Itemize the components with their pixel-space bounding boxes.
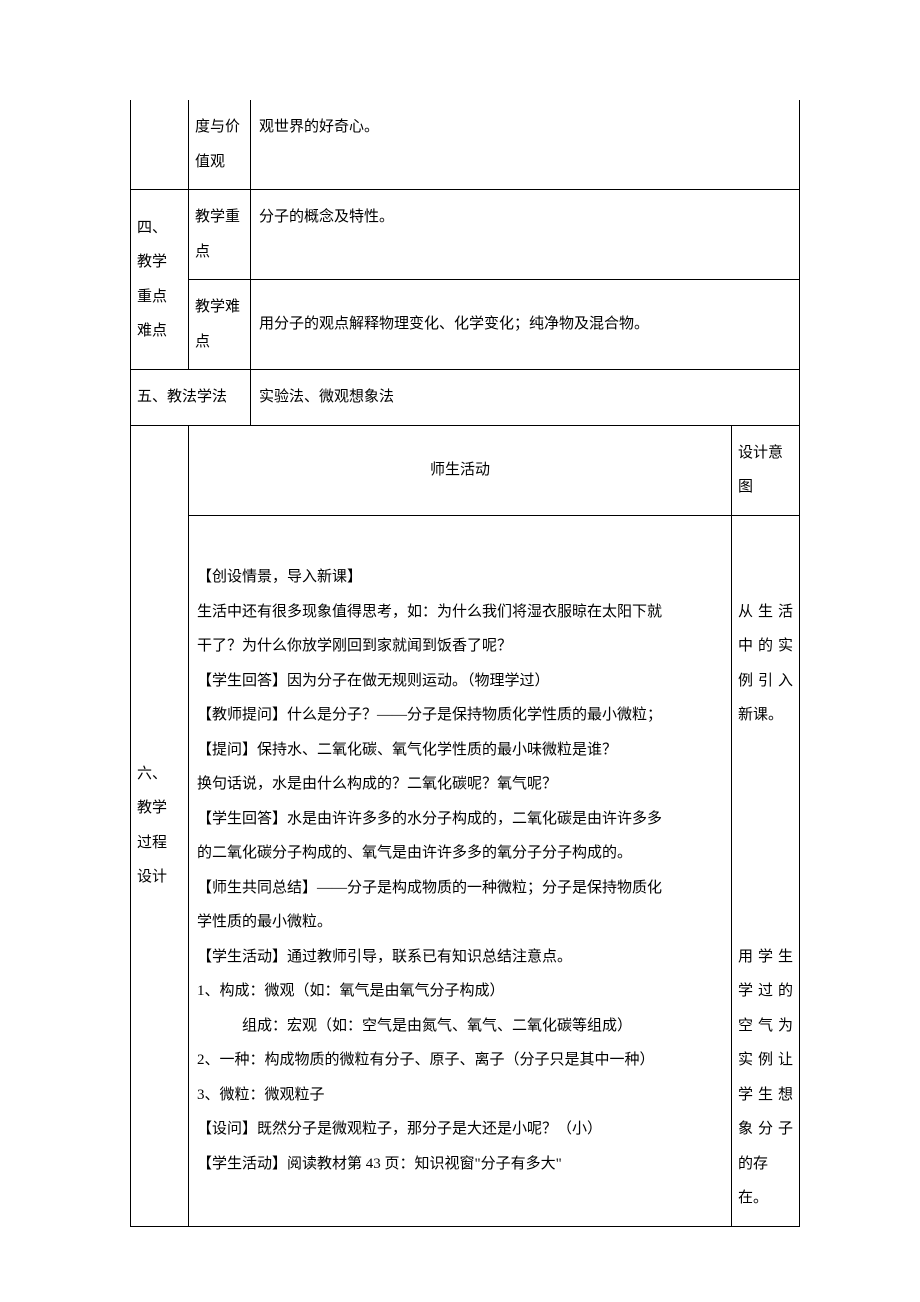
section6-right-line: 实例让 [738, 1043, 793, 1078]
section6-body-line [197, 526, 723, 561]
section6-right-line [738, 802, 793, 837]
section6-right-line: 用学生 [738, 940, 793, 975]
section6-body-line: 【学生回答】水是由许许多多的水分子构成的，二氧化碳是由许许多多 [197, 802, 723, 837]
section4-key-label: 教学重 点 [189, 190, 251, 280]
section6-right-line [738, 560, 793, 595]
section6-right-cell: 从生活中的实例引入新课。 用学生学过的空气为实例让学生想象分子的存在。 [731, 515, 799, 1226]
section6-right-line: 学生想 [738, 1078, 793, 1113]
section6-right-line: 象分子 [738, 1112, 793, 1147]
section6-right-line [738, 905, 793, 940]
section4-label-line4: 难点 [137, 323, 167, 339]
section6-right-line: 空气为 [738, 1009, 793, 1044]
section4-diff-label-line1: 教学难 [195, 299, 240, 315]
section6-body-line: 换句话说，水是由什么构成的？二氧化碳呢？氧气呢？ [197, 767, 723, 802]
row1-content: 观世界的好奇心。 [251, 100, 800, 190]
section5-content: 实验法、微观想象法 [259, 389, 394, 405]
section4-label-line2: 教学 [137, 254, 167, 270]
section6-label-line4: 设计 [137, 869, 167, 885]
section6-right-line: 新课。 [738, 698, 793, 733]
section4-key-content-cell: 分子的概念及特性。 [251, 190, 800, 280]
section5-label-cell: 五、教法学法 [131, 370, 251, 426]
section6-body-line: 学性质的最小微粒。 [197, 905, 723, 940]
row1-col2-line1: 度与价 [195, 119, 240, 135]
section6-body-line: 组成：宏观（如：空气是由氮气、氧气、二氧化碳等组成） [197, 1009, 723, 1044]
document-page: 度与价 值观 观世界的好奇心。 四、 教学 重点 难点 教学重 点 分子的概念及… [0, 0, 920, 1302]
section6-body-line: 【学生回答】因为分子在做无规则运动。（物理学过） [197, 664, 723, 699]
section6-header-mid-cell: 师生活动 [189, 425, 732, 515]
section6-body-line: 生活中还有很多现象值得思考，如：为什么我们将湿衣服晾在太阳下就 [197, 595, 723, 630]
section6-header-right-cell: 设计意 图 [731, 425, 799, 515]
section6-right-line [738, 871, 793, 906]
section4-diff-label: 教学难 点 [189, 280, 251, 370]
section6-body-line: 3、微粒：微观粒子 [197, 1078, 723, 1113]
section6-body-line: 【教师提问】什么是分子？——分子是保持物质化学性质的最小微粒； [197, 698, 723, 733]
section4-diff-label-line2: 点 [195, 334, 210, 350]
section6-body-line: 【学生活动】通过教师引导，联系已有知识总结注意点。 [197, 940, 723, 975]
section6-right-container: 从生活中的实例引入新课。 用学生学过的空气为实例让学生想象分子的存在。 [738, 526, 793, 1216]
row1-col2-line2: 值观 [195, 154, 225, 170]
section4-key-label-line1: 教学重 [195, 209, 240, 225]
section6-right-line [738, 836, 793, 871]
section6-right-line [738, 767, 793, 802]
section6-body-line: 的二氧化碳分子构成的、氧气是由许许多多的氧分子分子构成的。 [197, 836, 723, 871]
section6-body-line: 【创设情景，导入新课】 [197, 560, 723, 595]
row1-col1-empty [131, 100, 189, 190]
section4-label-line3: 重点 [137, 289, 167, 305]
section6-label-line2: 教学 [137, 800, 167, 816]
section6-right-line [738, 526, 793, 561]
section6-header-right-line2: 图 [738, 479, 753, 495]
section6-right-line: 学过的 [738, 974, 793, 1009]
section6-body-line: 干了？为什么你放学刚回到家就闻到饭香了呢？ [197, 629, 723, 664]
section5-label: 五、教法学法 [137, 389, 227, 405]
section6-right-line: 从生活 [738, 595, 793, 630]
section6-body-line: 【提问】保持水、二氧化碳、氧气化学性质的最小味微粒是谁？ [197, 733, 723, 768]
row1-col2-label: 度与价 值观 [189, 100, 251, 190]
section4-diff-content: 用分子的观点解释物理变化、化学变化；纯净物及混合物。 [259, 316, 649, 332]
section6-body-container: 【创设情景，导入新课】生活中还有很多现象值得思考，如：为什么我们将湿衣服晾在太阳… [197, 526, 723, 1182]
section6-body-line: 2、一种：构成物质的微粒有分子、原子、离子（分子只是其中一种） [197, 1043, 723, 1078]
section4-label-line1: 四、 [137, 220, 167, 236]
section6-right-line: 的存在。 [738, 1147, 793, 1216]
section6-header-right-line1: 设计意 [738, 445, 783, 461]
section6-header-mid: 师生活动 [430, 462, 490, 478]
row1-content-text: 观世界的好奇心。 [259, 119, 379, 135]
section4-label: 四、 教学 重点 难点 [131, 190, 189, 370]
section6-right-line [738, 733, 793, 768]
section6-right-line: 例引入 [738, 664, 793, 699]
section6-body-line: 1、构成：微观（如：氧气是由氧气分子构成） [197, 974, 723, 1009]
section6-body-line: 【设问】既然分子是微观粒子，那分子是大还是小呢？（小） [197, 1112, 723, 1147]
section4-key-content: 分子的概念及特性。 [259, 209, 394, 225]
section6-body-line: 【师生共同总结】——分子是构成物质的一种微粒；分子是保持物质化 [197, 871, 723, 906]
section6-body-line: 【学生活动】阅读教材第 43 页：知识视窗"分子有多大" [197, 1147, 723, 1182]
section6-label-line1: 六、 [137, 766, 167, 782]
section6-body-cell: 【创设情景，导入新课】生活中还有很多现象值得思考，如：为什么我们将湿衣服晾在太阳… [189, 515, 732, 1226]
section6-label: 六、 教学 过程 设计 [131, 425, 189, 1226]
section6-label-line3: 过程 [137, 835, 167, 851]
section6-right-line: 中的实 [738, 629, 793, 664]
lesson-plan-table: 度与价 值观 观世界的好奇心。 四、 教学 重点 难点 教学重 点 分子的概念及… [130, 100, 800, 1227]
section5-content-cell: 实验法、微观想象法 [251, 370, 800, 426]
section4-key-label-line2: 点 [195, 244, 210, 260]
section4-diff-content-cell: 用分子的观点解释物理变化、化学变化；纯净物及混合物。 [251, 280, 800, 370]
